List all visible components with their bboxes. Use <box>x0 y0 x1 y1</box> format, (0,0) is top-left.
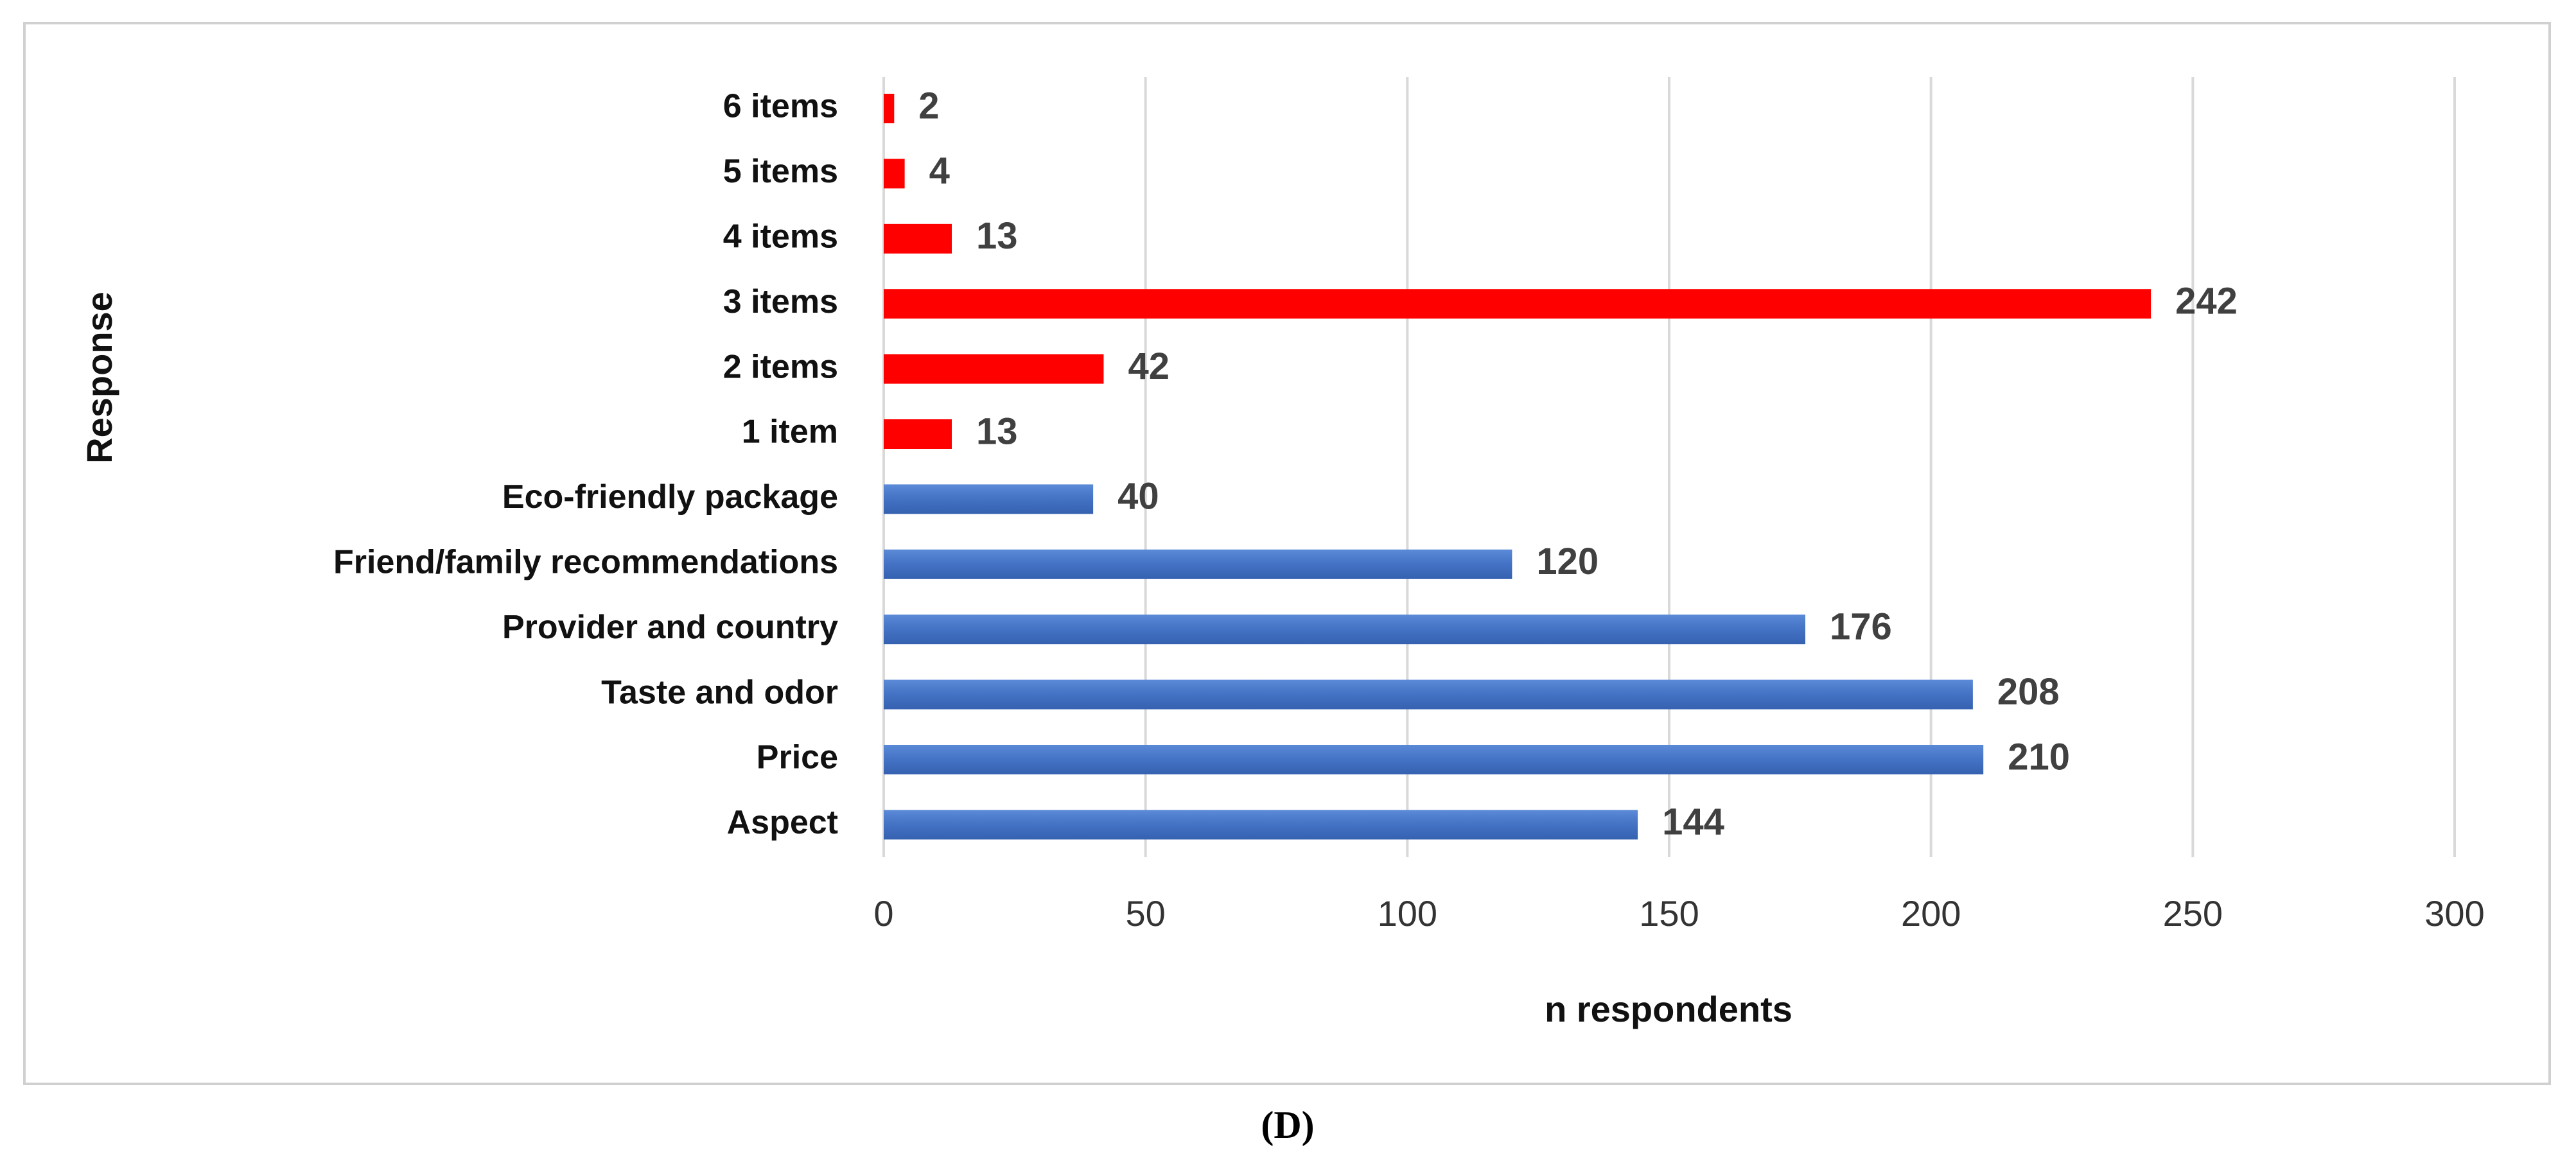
y-tick-label: Eco-friendly package <box>502 478 838 516</box>
bar <box>884 223 952 254</box>
value-label: 13 <box>976 410 1018 452</box>
x-tick-label: 0 <box>873 893 893 934</box>
y-tick-label: 6 items <box>723 88 838 125</box>
bar <box>884 549 1512 579</box>
caption: (D) <box>1261 1104 1314 1146</box>
value-label: 176 <box>1830 606 1892 648</box>
bar <box>884 679 1973 710</box>
bar <box>884 810 1638 840</box>
bar <box>884 354 1104 384</box>
value-label: 210 <box>2008 736 2070 778</box>
value-label: 13 <box>976 215 1018 257</box>
x-axis-title: n respondents <box>1545 989 1792 1029</box>
value-label: 42 <box>1128 345 1170 387</box>
y-tick-label: 3 items <box>723 283 838 320</box>
value-label: 4 <box>929 150 950 192</box>
x-tick-label: 200 <box>1901 893 1961 934</box>
y-tick-label: Provider and country <box>502 609 838 646</box>
y-tick-label: 4 items <box>723 218 838 256</box>
bar <box>884 289 2151 319</box>
value-label: 242 <box>2175 281 2238 322</box>
y-tick-label: Taste and odor <box>601 674 838 711</box>
x-tick-label: 100 <box>1378 893 1437 934</box>
bar <box>884 745 1984 774</box>
value-label: 208 <box>1997 671 2060 713</box>
y-tick-label: 2 items <box>723 348 838 385</box>
y-tick-label: 5 items <box>723 153 838 190</box>
x-tick-label: 250 <box>2163 893 2223 934</box>
value-label: 120 <box>1536 541 1599 582</box>
value-label: 144 <box>1662 801 1724 843</box>
bar <box>884 419 952 449</box>
value-label: 2 <box>918 85 939 126</box>
bar <box>884 484 1094 514</box>
y-tick-label: Aspect <box>727 804 838 841</box>
x-tick-label: 300 <box>2424 893 2484 934</box>
y-axis-title: Response <box>79 292 119 464</box>
y-tick-label: Price <box>757 739 838 776</box>
bar <box>884 615 1805 645</box>
x-tick-label: 150 <box>1639 893 1699 934</box>
value-label: 40 <box>1117 476 1159 518</box>
bar <box>884 159 905 189</box>
y-tick-label: Friend/family recommendations <box>333 544 838 581</box>
x-tick-label: 50 <box>1126 893 1166 934</box>
y-tick-label: 1 item <box>742 414 838 451</box>
bar <box>884 94 895 123</box>
